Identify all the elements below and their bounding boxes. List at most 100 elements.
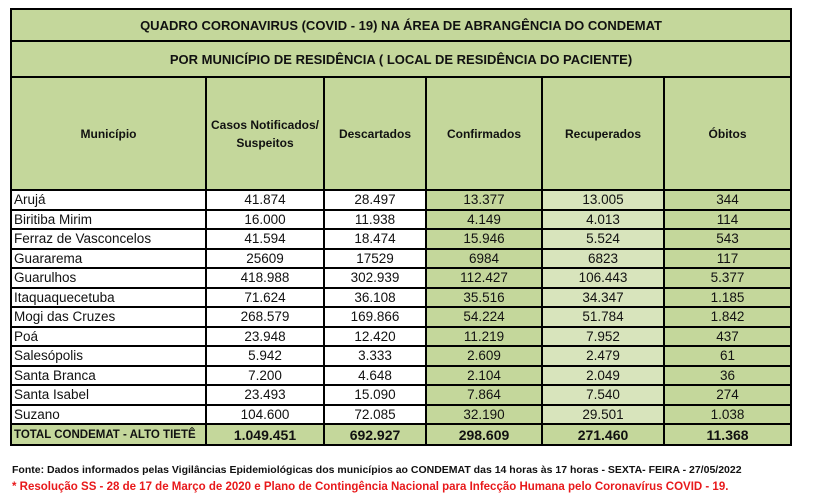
total-row: TOTAL CONDEMAT - ALTO TIETÊ 1.049.451 69… <box>10 423 793 446</box>
source-footnote: Fonte: Dados informados pelas Vigilância… <box>12 464 742 476</box>
cell-notificados: 71.624 <box>205 286 325 308</box>
table-row: Arujá 41.874 28.497 13.377 13.005 344 <box>10 189 793 211</box>
cell-recuperados: 5.524 <box>541 228 665 250</box>
cell-recuperados: 2.479 <box>541 345 665 367</box>
cell-descartados: 4.648 <box>323 364 427 386</box>
table-row: Ferraz de Vasconcelos 41.594 18.474 15.946 5… <box>10 228 793 250</box>
cell-recuperados: 29.501 <box>541 403 665 425</box>
cell-recuperados: 2.049 <box>541 364 665 386</box>
covid-report-sheet: QUADRO CORONAVIRUS (COVID - 19) NA ÁREA … <box>9 8 793 446</box>
cell-municipio: Mogi das Cruzes <box>10 306 207 328</box>
cell-recuperados: 34.347 <box>541 286 665 308</box>
cell-confirmados: 32.190 <box>425 403 543 425</box>
column-header-row: Município Casos Notificados/ Suspeitos D… <box>10 76 793 191</box>
cell-notificados: 7.200 <box>205 364 325 386</box>
cell-notificados: 41.874 <box>205 189 325 211</box>
cell-obitos: 1.038 <box>662 403 793 425</box>
subtitle-row: POR MUNICÍPIO DE RESIDÊNCIA ( LOCAL DE R… <box>9 40 793 78</box>
cell-municipio: Poá <box>10 325 207 347</box>
cell-obitos: 61 <box>662 345 793 367</box>
cell-confirmados: 2.609 <box>425 345 543 367</box>
col-header-recuperados: Recuperados <box>541 76 665 191</box>
cell-notificados: 41.594 <box>205 228 325 250</box>
table-row: Biritiba Mirim 16.000 11.938 4.149 4.013 114 <box>10 208 793 230</box>
total-descartados: 692.927 <box>323 423 427 446</box>
cell-obitos: 274 <box>662 384 793 406</box>
cell-municipio: Biritiba Mirim <box>10 208 207 230</box>
cell-recuperados: 7.952 <box>541 325 665 347</box>
cell-confirmados: 4.149 <box>425 208 543 230</box>
col-header-notificados: Casos Notificados/ Suspeitos <box>205 76 325 191</box>
total-confirmados: 298.609 <box>425 423 543 446</box>
cell-confirmados: 2.104 <box>425 364 543 386</box>
cell-descartados: 3.333 <box>323 345 427 367</box>
cell-notificados: 25609 <box>205 247 325 269</box>
cell-descartados: 17529 <box>323 247 427 269</box>
cell-obitos: 344 <box>662 189 793 211</box>
cell-obitos: 5.377 <box>662 267 793 289</box>
total-label: TOTAL CONDEMAT - ALTO TIETÊ <box>10 423 207 446</box>
cell-confirmados: 13.377 <box>425 189 543 211</box>
total-obitos: 11.368 <box>662 423 793 446</box>
col-header-obitos: Óbitos <box>662 76 793 191</box>
col-header-descartados: Descartados <box>323 76 427 191</box>
col-header-municipio: Município <box>10 76 207 191</box>
cell-municipio: Santa Branca <box>10 364 207 386</box>
total-recuperados: 271.460 <box>541 423 665 446</box>
cell-recuperados: 6823 <box>541 247 665 269</box>
table-row: Guararema 25609 17529 6984 6823 117 <box>10 247 793 269</box>
cell-notificados: 23.493 <box>205 384 325 406</box>
cell-notificados: 418.988 <box>205 267 325 289</box>
cell-obitos: 1.185 <box>662 286 793 308</box>
cell-recuperados: 13.005 <box>541 189 665 211</box>
table-row: Santa Isabel 23.493 15.090 7.864 7.540 274 <box>10 384 793 406</box>
resolution-footnote: * Resolução SS - 28 de 17 de Março de 20… <box>12 481 729 493</box>
cell-obitos: 543 <box>662 228 793 250</box>
cell-notificados: 16.000 <box>205 208 325 230</box>
table-row: Guarulhos 418.988 302.939 112.427 106.443 5.3… <box>10 267 793 289</box>
table-body: Arujá 41.874 28.497 13.377 13.005 344 Biritiba… <box>10 189 793 425</box>
cell-recuperados: 51.784 <box>541 306 665 328</box>
cell-municipio: Suzano <box>10 403 207 425</box>
cell-municipio: Salesópolis <box>10 345 207 367</box>
col-header-confirmados: Confirmados <box>425 76 543 191</box>
cell-descartados: 28.497 <box>323 189 427 211</box>
cell-descartados: 169.866 <box>323 306 427 328</box>
cell-confirmados: 35.516 <box>425 286 543 308</box>
cell-notificados: 23.948 <box>205 325 325 347</box>
cell-obitos: 36 <box>662 364 793 386</box>
cell-descartados: 15.090 <box>323 384 427 406</box>
table-subtitle: POR MUNICÍPIO DE RESIDÊNCIA ( LOCAL DE R… <box>9 40 793 78</box>
cell-confirmados: 7.864 <box>425 384 543 406</box>
total-notificados: 1.049.451 <box>205 423 325 446</box>
table-row: Itaquaquecetuba 71.624 36.108 35.516 34.347 1… <box>10 286 793 308</box>
cell-confirmados: 6984 <box>425 247 543 269</box>
table-title: QUADRO CORONAVIRUS (COVID - 19) NA ÁREA … <box>9 8 793 42</box>
cell-notificados: 104.600 <box>205 403 325 425</box>
table-row: Santa Branca 7.200 4.648 2.104 2.049 36 <box>10 364 793 386</box>
cell-municipio: Guarulhos <box>10 267 207 289</box>
cell-notificados: 268.579 <box>205 306 325 328</box>
cell-descartados: 72.085 <box>323 403 427 425</box>
cell-recuperados: 7.540 <box>541 384 665 406</box>
table-row: Suzano 104.600 72.085 32.190 29.501 1.038 <box>10 403 793 425</box>
cell-confirmados: 112.427 <box>425 267 543 289</box>
cell-confirmados: 11.219 <box>425 325 543 347</box>
cell-notificados: 5.942 <box>205 345 325 367</box>
table-row: Poá 23.948 12.420 11.219 7.952 437 <box>10 325 793 347</box>
cell-municipio: Itaquaquecetuba <box>10 286 207 308</box>
cell-descartados: 12.420 <box>323 325 427 347</box>
cell-descartados: 302.939 <box>323 267 427 289</box>
cell-obitos: 114 <box>662 208 793 230</box>
cell-confirmados: 15.946 <box>425 228 543 250</box>
title-row: QUADRO CORONAVIRUS (COVID - 19) NA ÁREA … <box>9 8 793 42</box>
cell-municipio: Arujá <box>10 189 207 211</box>
cell-descartados: 36.108 <box>323 286 427 308</box>
table-row: Mogi das Cruzes 268.579 169.866 54.224 51.78… <box>10 306 793 328</box>
cell-municipio: Ferraz de Vasconcelos <box>10 228 207 250</box>
table-row: Salesópolis 5.942 3.333 2.609 2.479 61 <box>10 345 793 367</box>
cell-obitos: 437 <box>662 325 793 347</box>
cell-obitos: 1.842 <box>662 306 793 328</box>
cell-confirmados: 54.224 <box>425 306 543 328</box>
cell-descartados: 11.938 <box>323 208 427 230</box>
